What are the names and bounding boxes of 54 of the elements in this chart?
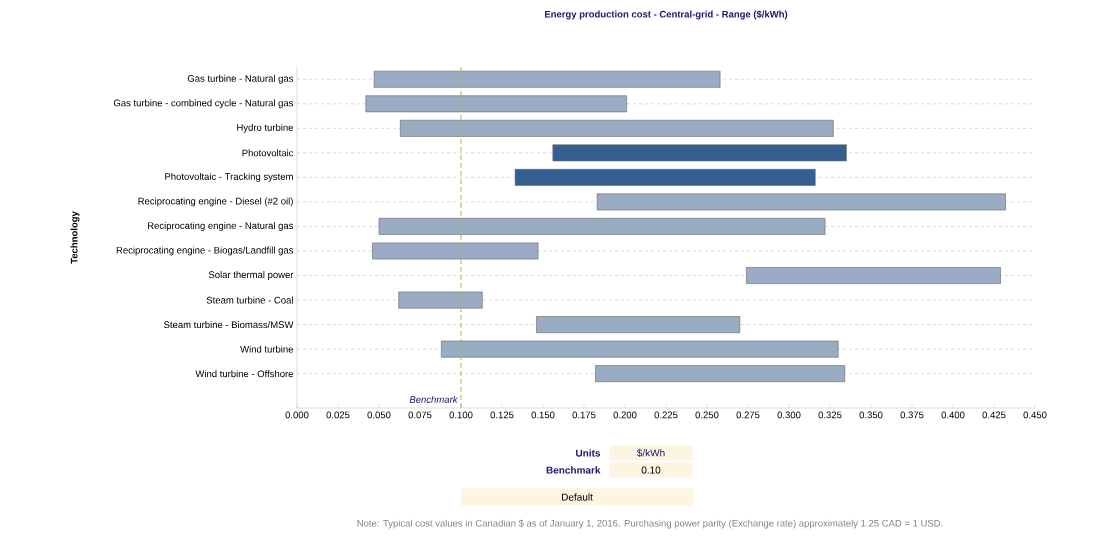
x-tick-label: 0.350 bbox=[859, 411, 883, 419]
y-tick-label: Steam turbine - Biomass/MSW bbox=[164, 321, 294, 329]
bar bbox=[372, 242, 539, 260]
y-tick-label: Gas turbine - combined cycle - Natural gas bbox=[113, 99, 294, 109]
x-tick-label: 0.025 bbox=[326, 411, 350, 419]
y-tick-label: Reciprocating engine - Natural gas bbox=[147, 222, 294, 231]
text: Benchmark bbox=[546, 466, 601, 474]
bar bbox=[536, 316, 741, 333]
bar bbox=[373, 70, 721, 88]
bar bbox=[441, 340, 839, 358]
x-tick-label: 0.425 bbox=[982, 411, 1006, 419]
bar bbox=[514, 169, 816, 186]
x-tick-label: 0.050 bbox=[367, 411, 391, 419]
x-tick-label: 0.400 bbox=[941, 411, 965, 419]
ref-line-label: Benchmark bbox=[409, 395, 458, 403]
y-tick-label: Reciprocating engine - Biogas/Landfill gas bbox=[116, 246, 294, 256]
y-tick-label: Gas turbine - Natural gas bbox=[187, 74, 294, 84]
x-tick-label: 0.075 bbox=[408, 411, 432, 419]
y-tick-label: Photovoltaic - Tracking system bbox=[165, 172, 293, 182]
x-tick-label: 0.225 bbox=[654, 411, 678, 419]
x-tick-label: 0.125 bbox=[490, 411, 514, 419]
y-tick-label: Steam turbine - Coal bbox=[206, 296, 293, 304]
x-tick-label: 0.300 bbox=[777, 411, 801, 419]
x-tick-label: 0.375 bbox=[900, 411, 924, 419]
y-tick-label: Solar thermal power bbox=[208, 271, 294, 280]
x-tick-label: 0.450 bbox=[1023, 411, 1047, 419]
x-tick-label: 0.200 bbox=[613, 411, 637, 419]
text: Note: Typical cost values in Canadian $ as of January 1, 2016. Purchasing power parity (Exchange rate) approximately 1.25 CAD = 1 USD. bbox=[357, 519, 943, 529]
bar bbox=[552, 144, 847, 162]
bar bbox=[746, 267, 1001, 284]
y-tick-label: Wind turbine bbox=[240, 345, 294, 353]
x-tick-label: 0.275 bbox=[736, 411, 760, 419]
x-tick-label: 0.175 bbox=[572, 411, 596, 419]
x-tick-label: 0.100 bbox=[449, 411, 473, 419]
x-tick-label: 0.250 bbox=[695, 411, 719, 419]
bar bbox=[398, 291, 483, 309]
text: 0.10 bbox=[641, 466, 661, 474]
chart-title: Energy production cost - Central-grid - Range ($/kWh) bbox=[544, 10, 788, 20]
bar bbox=[378, 218, 826, 235]
y-tick-label: Reciprocating engine - Diesel (#2 oil) bbox=[138, 197, 293, 207]
text: Units bbox=[576, 449, 601, 457]
bar bbox=[365, 95, 627, 113]
y-tick-label: Photovoltaic bbox=[242, 149, 294, 157]
y-tick-label: Hydro turbine bbox=[237, 123, 294, 133]
bar bbox=[400, 119, 834, 137]
y-axis-title: Technology bbox=[70, 211, 80, 264]
text: Default bbox=[561, 493, 593, 501]
x-tick-label: 0.150 bbox=[531, 411, 555, 419]
bar bbox=[596, 193, 1006, 211]
y-tick-label: Wind turbine - Offshore bbox=[195, 370, 294, 378]
x-tick-label: 0.325 bbox=[818, 411, 842, 419]
text: $/kWh bbox=[636, 448, 665, 458]
bar bbox=[595, 365, 846, 383]
x-tick-label: 0.000 bbox=[285, 411, 309, 419]
